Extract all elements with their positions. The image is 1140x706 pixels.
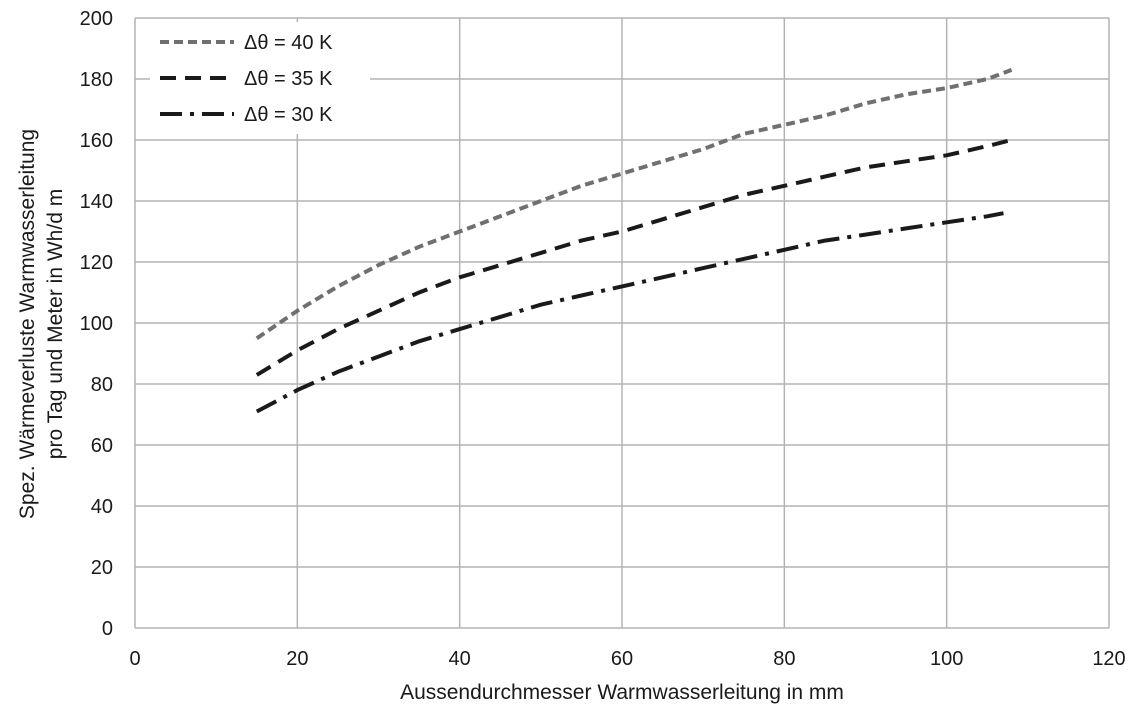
legend: Δθ = 40 K Δθ = 35 K Δθ = 30 K <box>150 22 370 134</box>
legend-label-3: Δθ = 30 K <box>244 104 333 126</box>
x-axis-title: Aussendurchmesser Warmwasserleitung in m… <box>400 681 844 704</box>
tick-labels: 0 20 40 60 80 100 120 140 160 180 200 0 20 40 60 80 100 1… <box>80 8 1126 670</box>
series-lines <box>255 68 1013 414</box>
series-line-1 <box>255 68 1013 340</box>
y-tick-label: 40 <box>91 496 113 518</box>
y-tick-label: 120 <box>80 252 113 274</box>
legend-label-2: Δθ = 35 K <box>244 68 333 90</box>
x-tick-label: 80 <box>773 648 795 670</box>
series-line-2 <box>255 138 1013 377</box>
x-tick-label: 20 <box>286 648 308 670</box>
y-tick-label: 200 <box>80 8 113 30</box>
x-tick-label: 0 <box>129 648 140 670</box>
y-tick-label: 60 <box>91 435 113 457</box>
legend-label-1: Δθ = 40 K <box>244 32 333 54</box>
grid <box>134 17 1110 629</box>
y-tick-label: 100 <box>80 313 113 335</box>
y-axis-title-line-2: pro Tag und Meter in Wh/d m <box>44 189 67 459</box>
series-line-3 <box>255 211 1004 414</box>
x-tick-label: 120 <box>1092 648 1125 670</box>
y-tick-label: 140 <box>80 191 113 213</box>
y-axis-title-line-1: Spez. Wärmeverluste Warmwasserleitung <box>16 129 39 519</box>
y-tick-label: 80 <box>91 374 113 396</box>
y-tick-label: 180 <box>80 69 113 91</box>
y-tick-label: 0 <box>102 618 113 640</box>
x-tick-label: 60 <box>611 648 633 670</box>
y-tick-label: 160 <box>80 130 113 152</box>
y-tick-label: 20 <box>91 557 113 579</box>
x-tick-label: 40 <box>449 648 471 670</box>
x-tick-label: 100 <box>930 648 963 670</box>
